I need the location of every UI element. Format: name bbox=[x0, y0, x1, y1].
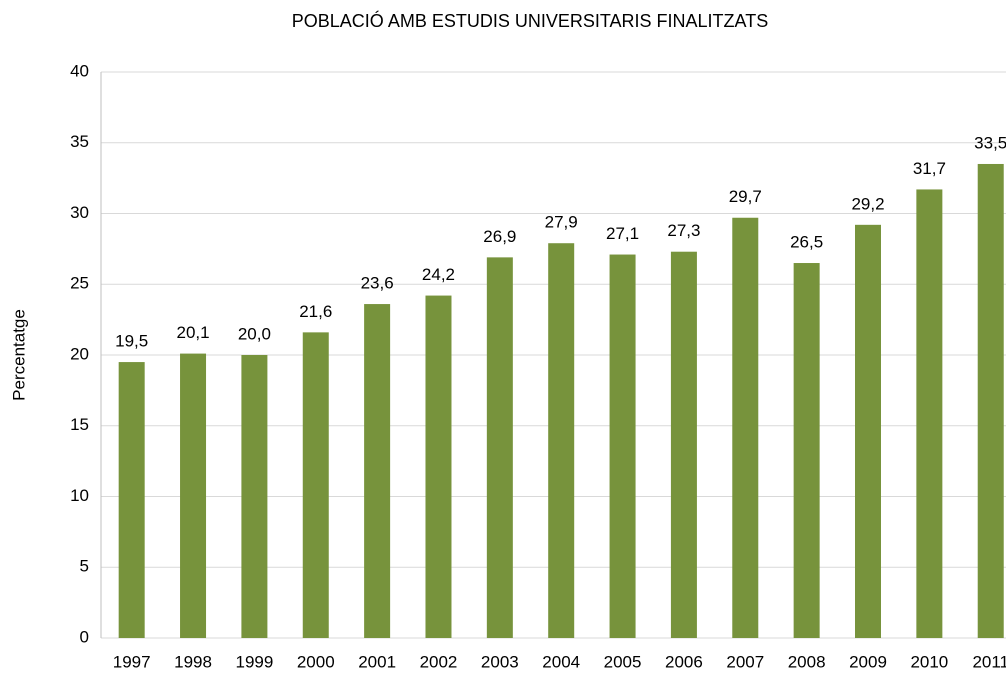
data-label: 27,3 bbox=[667, 221, 700, 240]
data-label: 31,7 bbox=[913, 159, 946, 178]
bar bbox=[855, 224, 881, 638]
bar bbox=[302, 332, 329, 638]
bar bbox=[180, 353, 207, 638]
x-tick-label: 2006 bbox=[665, 652, 703, 671]
y-tick-label: 35 bbox=[70, 132, 89, 151]
data-label: 29,2 bbox=[851, 194, 884, 213]
x-tick-label: 2009 bbox=[849, 652, 887, 671]
y-tick-label: 30 bbox=[70, 203, 89, 222]
y-tick-label: 25 bbox=[70, 274, 89, 293]
x-tick-label: 2002 bbox=[420, 652, 458, 671]
bar bbox=[670, 251, 697, 638]
y-tick-label: 10 bbox=[70, 486, 89, 505]
x-tick-label: 2011 bbox=[972, 652, 1006, 671]
y-tick-label: 0 bbox=[80, 627, 89, 646]
x-tick-label: 2004 bbox=[542, 652, 580, 671]
x-tick-label: 2000 bbox=[297, 652, 335, 671]
bar bbox=[732, 217, 759, 638]
x-tick-label: 1998 bbox=[174, 652, 212, 671]
data-label: 27,1 bbox=[606, 224, 639, 243]
bar bbox=[977, 163, 1004, 638]
bar bbox=[486, 257, 513, 638]
data-label: 27,9 bbox=[545, 213, 578, 232]
data-label: 24,2 bbox=[422, 265, 455, 284]
data-label: 20,1 bbox=[176, 323, 209, 342]
bar bbox=[793, 263, 820, 638]
y-tick-label: 5 bbox=[80, 557, 89, 576]
x-tick-label: 2003 bbox=[481, 652, 519, 671]
data-label: 21,6 bbox=[299, 302, 332, 321]
data-label: 19,5 bbox=[115, 332, 148, 351]
bar bbox=[916, 189, 943, 638]
data-label: 23,6 bbox=[361, 274, 394, 293]
y-tick-label: 15 bbox=[70, 415, 89, 434]
y-tick-label: 40 bbox=[70, 61, 89, 80]
data-label: 26,5 bbox=[790, 233, 823, 252]
x-tick-label: 2008 bbox=[788, 652, 826, 671]
x-tick-label: 1999 bbox=[235, 652, 273, 671]
bar bbox=[118, 362, 145, 638]
x-tick-label: 1997 bbox=[113, 652, 151, 671]
x-tick-label: 2007 bbox=[726, 652, 764, 671]
chart-title: POBLACIÓ AMB ESTUDIS UNIVERSITARIS FINAL… bbox=[292, 10, 768, 31]
data-label: 20,0 bbox=[238, 324, 271, 343]
data-label: 33,5 bbox=[974, 133, 1006, 152]
bar bbox=[548, 243, 575, 638]
x-tick-label: 2001 bbox=[358, 652, 396, 671]
bar bbox=[609, 254, 636, 638]
bar bbox=[425, 295, 452, 638]
x-tick-label: 2005 bbox=[604, 652, 642, 671]
y-tick-label: 20 bbox=[70, 344, 89, 363]
x-tick-label: 2010 bbox=[910, 652, 948, 671]
data-label: 26,9 bbox=[483, 227, 516, 246]
bar bbox=[364, 304, 391, 638]
data-label: 29,7 bbox=[729, 187, 762, 206]
bar bbox=[241, 355, 268, 638]
y-axis-label: Percentatge bbox=[9, 309, 28, 401]
